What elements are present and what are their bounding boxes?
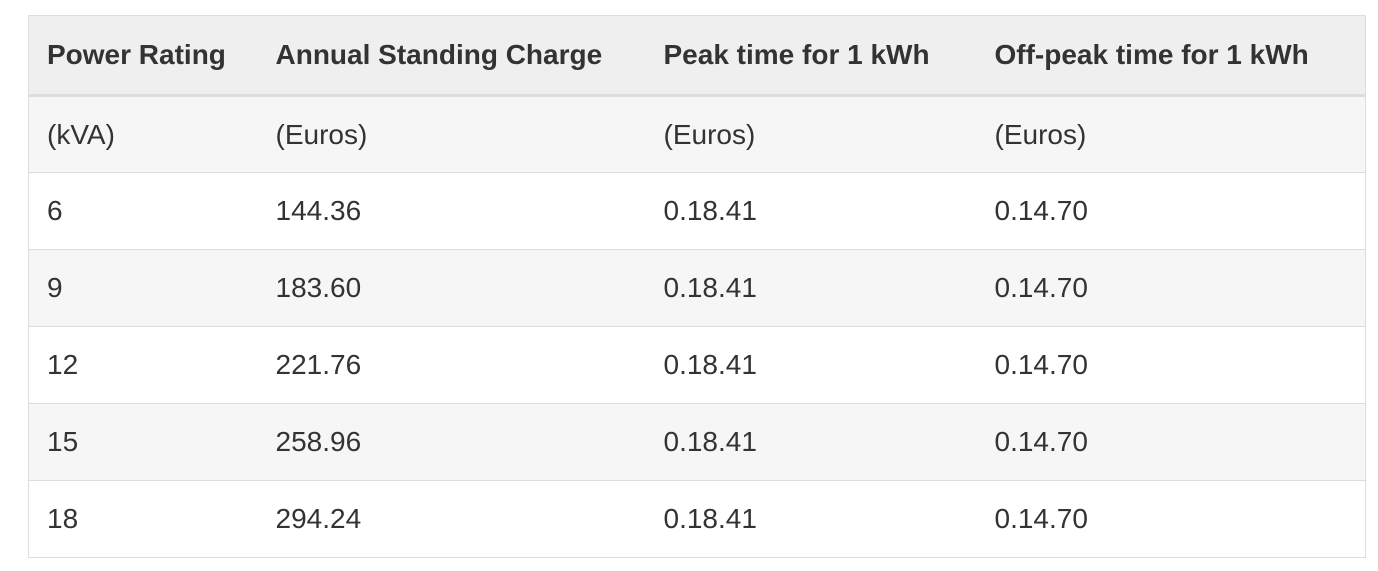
table-cell: 6 xyxy=(28,172,258,250)
table-row: 18 294.24 0.18.41 0.14.70 xyxy=(28,480,1366,558)
tariff-table: Power Rating Annual Standing Charge Peak t… xyxy=(28,15,1366,558)
header-cell: Peak time for 1 kWh xyxy=(645,15,977,97)
table-cell: (Euros) xyxy=(645,95,977,173)
header-cell: Annual Standing Charge xyxy=(257,15,646,97)
table-head: Power Rating Annual Standing Charge Peak t… xyxy=(28,15,1366,97)
table-cell: 0.14.70 xyxy=(976,249,1366,327)
table-cell: 18 xyxy=(28,480,258,558)
table-cell: 258.96 xyxy=(257,403,646,481)
table-cell: 0.14.70 xyxy=(976,172,1366,250)
table-cell: (kVA) xyxy=(28,95,258,173)
table-cell: 0.18.41 xyxy=(645,172,977,250)
table-cell: 0.18.41 xyxy=(645,480,977,558)
table-cell: 0.18.41 xyxy=(645,249,977,327)
header-cell: Power Rating xyxy=(28,15,258,97)
table-cell: 144.36 xyxy=(257,172,646,250)
table-cell: 9 xyxy=(28,249,258,327)
header-cell: Off-peak time for 1 kWh xyxy=(976,15,1366,97)
table-cell: 0.18.41 xyxy=(645,403,977,481)
table-cell: 0.14.70 xyxy=(976,403,1366,481)
table-cell: 183.60 xyxy=(257,249,646,327)
table-row: 9 183.60 0.18.41 0.14.70 xyxy=(28,249,1366,327)
table-cell: (Euros) xyxy=(976,95,1366,173)
table-cell: 12 xyxy=(28,326,258,404)
header-row: Power Rating Annual Standing Charge Peak t… xyxy=(28,15,1366,97)
table-cell: 294.24 xyxy=(257,480,646,558)
table-body: (kVA) (Euros) (Euros) (Euros) 6 144.36 0.18.41… xyxy=(28,95,1366,558)
table-cell: 221.76 xyxy=(257,326,646,404)
table-cell: 0.14.70 xyxy=(976,480,1366,558)
table-cell: 0.18.41 xyxy=(645,326,977,404)
table-cell: 0.14.70 xyxy=(976,326,1366,404)
table-row: (kVA) (Euros) (Euros) (Euros) xyxy=(28,95,1366,173)
table-cell: (Euros) xyxy=(257,95,646,173)
table-row: 6 144.36 0.18.41 0.14.70 xyxy=(28,172,1366,250)
table-row: 15 258.96 0.18.41 0.14.70 xyxy=(28,403,1366,481)
table-cell: 15 xyxy=(28,403,258,481)
table-row: 12 221.76 0.18.41 0.14.70 xyxy=(28,326,1366,404)
